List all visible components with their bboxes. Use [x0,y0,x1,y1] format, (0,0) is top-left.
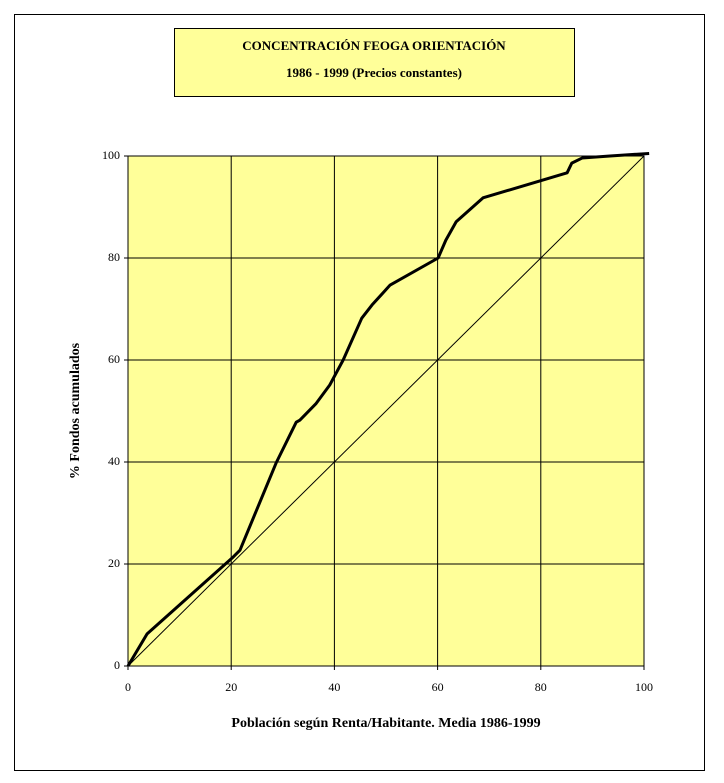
data-line [126,151,650,667]
chart-title: CONCENTRACIÓN FEOGA ORIENTACIÓN [242,38,506,53]
x-tick-label: 20 [225,680,237,694]
y-tick-label: 60 [108,352,120,366]
x-tick-label: 80 [535,680,547,694]
y-tick-label: 40 [108,454,120,468]
chart-subtitle: 1986 - 1999 (Precios constantes) [286,65,462,80]
y-tick-label: 80 [108,250,120,264]
title-box [174,28,575,97]
x-tick-label: 60 [432,680,444,694]
y-tick-label: 0 [114,658,120,672]
y-tick-label: 100 [102,148,120,162]
x-tick-label: 40 [328,680,340,694]
data-line [127,155,645,667]
y-axis-title: % Fondos acumulados [68,342,83,479]
x-axis-title: Población según Renta/Habitante. Media 1… [231,716,540,731]
y-tick-label: 20 [108,556,120,570]
x-tick-label: 100 [635,680,653,694]
x-tick-label: 0 [125,680,131,694]
